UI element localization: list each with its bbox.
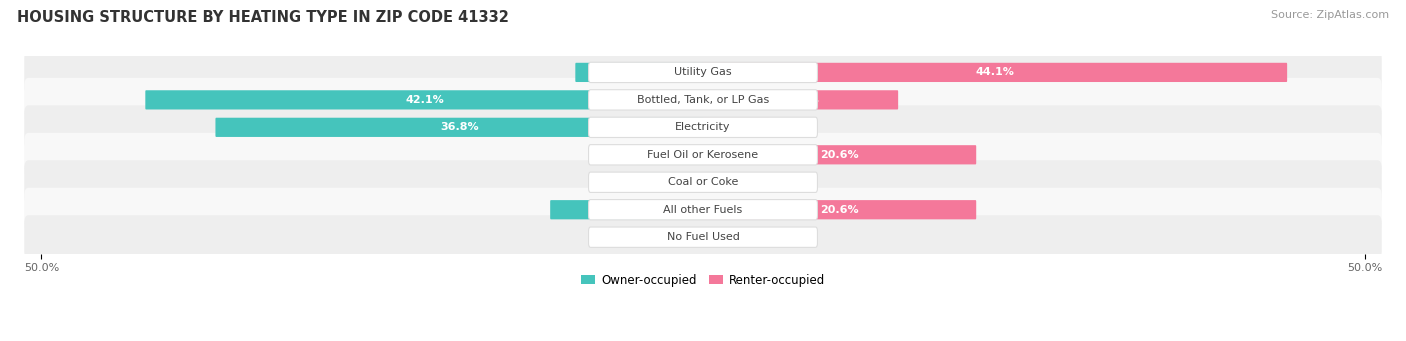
Text: 36.8%: 36.8% (440, 122, 479, 132)
FancyBboxPatch shape (589, 172, 817, 192)
FancyBboxPatch shape (703, 118, 770, 137)
FancyBboxPatch shape (703, 200, 976, 219)
FancyBboxPatch shape (24, 215, 1382, 259)
Text: 0.0%: 0.0% (780, 232, 808, 242)
Text: 0.0%: 0.0% (598, 232, 626, 242)
FancyBboxPatch shape (703, 145, 770, 164)
FancyBboxPatch shape (703, 173, 770, 192)
FancyBboxPatch shape (24, 105, 1382, 149)
Text: All other Fuels: All other Fuels (664, 205, 742, 215)
Text: 0.0%: 0.0% (780, 177, 808, 187)
FancyBboxPatch shape (24, 50, 1382, 94)
FancyBboxPatch shape (24, 133, 1382, 177)
FancyBboxPatch shape (636, 227, 703, 247)
Text: 0.0%: 0.0% (598, 150, 626, 160)
FancyBboxPatch shape (550, 200, 703, 219)
FancyBboxPatch shape (703, 63, 1286, 82)
FancyBboxPatch shape (703, 90, 898, 109)
FancyBboxPatch shape (636, 145, 703, 164)
FancyBboxPatch shape (589, 227, 817, 247)
Text: 20.6%: 20.6% (820, 150, 859, 160)
FancyBboxPatch shape (636, 90, 703, 109)
Text: 42.1%: 42.1% (405, 95, 444, 105)
Text: Coal or Coke: Coal or Coke (668, 177, 738, 187)
Text: 44.1%: 44.1% (976, 68, 1014, 77)
FancyBboxPatch shape (24, 78, 1382, 122)
Text: Utility Gas: Utility Gas (675, 68, 731, 77)
FancyBboxPatch shape (24, 160, 1382, 204)
Text: HOUSING STRUCTURE BY HEATING TYPE IN ZIP CODE 41332: HOUSING STRUCTURE BY HEATING TYPE IN ZIP… (17, 10, 509, 25)
FancyBboxPatch shape (703, 200, 770, 219)
Text: 0.0%: 0.0% (780, 122, 808, 132)
FancyBboxPatch shape (145, 90, 703, 109)
Text: Bottled, Tank, or LP Gas: Bottled, Tank, or LP Gas (637, 95, 769, 105)
FancyBboxPatch shape (703, 90, 770, 109)
FancyBboxPatch shape (703, 227, 770, 247)
FancyBboxPatch shape (589, 117, 817, 137)
FancyBboxPatch shape (215, 118, 703, 137)
FancyBboxPatch shape (636, 63, 703, 82)
FancyBboxPatch shape (575, 63, 703, 82)
Text: 14.7%: 14.7% (780, 95, 820, 105)
Text: No Fuel Used: No Fuel Used (666, 232, 740, 242)
FancyBboxPatch shape (589, 199, 817, 220)
FancyBboxPatch shape (589, 145, 817, 165)
Text: 0.0%: 0.0% (598, 177, 626, 187)
FancyBboxPatch shape (703, 145, 976, 164)
Text: Source: ZipAtlas.com: Source: ZipAtlas.com (1271, 10, 1389, 20)
Text: 11.5%: 11.5% (607, 205, 647, 215)
Text: 20.6%: 20.6% (820, 205, 859, 215)
FancyBboxPatch shape (703, 63, 770, 82)
Legend: Owner-occupied, Renter-occupied: Owner-occupied, Renter-occupied (576, 269, 830, 291)
FancyBboxPatch shape (589, 62, 817, 83)
FancyBboxPatch shape (24, 188, 1382, 232)
Text: Fuel Oil or Kerosene: Fuel Oil or Kerosene (647, 150, 759, 160)
FancyBboxPatch shape (589, 90, 817, 110)
FancyBboxPatch shape (636, 173, 703, 192)
FancyBboxPatch shape (636, 200, 703, 219)
Text: Electricity: Electricity (675, 122, 731, 132)
FancyBboxPatch shape (636, 118, 703, 137)
Text: 9.6%: 9.6% (624, 68, 655, 77)
